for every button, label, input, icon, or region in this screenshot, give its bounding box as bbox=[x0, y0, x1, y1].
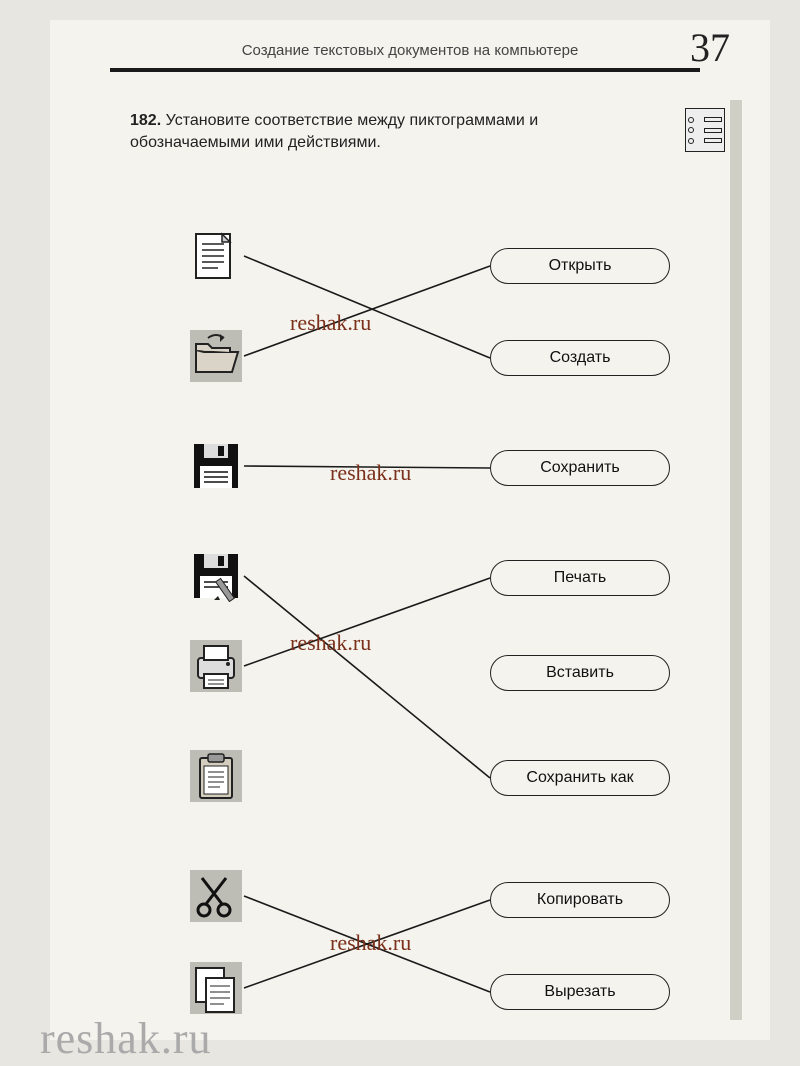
task-text: 182. Установите соответствие между пикто… bbox=[130, 110, 660, 153]
action-label-3: Печать bbox=[490, 560, 670, 596]
document-icon bbox=[190, 230, 242, 282]
action-label-0: Открыть bbox=[490, 248, 670, 284]
margin-strip bbox=[730, 100, 742, 1020]
watermark-3: reshak.ru bbox=[330, 930, 411, 956]
watermark-1: reshak.ru bbox=[330, 460, 411, 486]
page: 37 Создание текстовых документов на комп… bbox=[50, 20, 770, 1040]
clipboard-icon bbox=[190, 750, 242, 802]
watermark-0: reshak.ru bbox=[290, 310, 371, 336]
action-label-5: Сохранить как bbox=[490, 760, 670, 796]
printer-icon bbox=[190, 640, 242, 692]
header-rule bbox=[110, 68, 700, 72]
action-label-4: Вставить bbox=[490, 655, 670, 691]
copy-icon bbox=[190, 962, 242, 1014]
task-number: 182. bbox=[130, 112, 161, 129]
action-label-6: Копировать bbox=[490, 882, 670, 918]
folder-open-icon bbox=[190, 330, 242, 382]
scissors-icon bbox=[190, 870, 242, 922]
action-label-1: Создать bbox=[490, 340, 670, 376]
action-label-7: Вырезать bbox=[490, 974, 670, 1010]
matching-task-icon bbox=[685, 108, 725, 152]
chapter-title: Создание текстовых документов на компьют… bbox=[50, 42, 770, 59]
task-body: Установите соответствие между пиктограмм… bbox=[130, 112, 538, 151]
floppy-icon bbox=[190, 440, 242, 492]
action-label-2: Сохранить bbox=[490, 450, 670, 486]
watermark-2: reshak.ru bbox=[290, 630, 371, 656]
floppy-pencil-icon bbox=[190, 550, 242, 602]
watermark-large: reshak.ru bbox=[40, 1013, 212, 1064]
